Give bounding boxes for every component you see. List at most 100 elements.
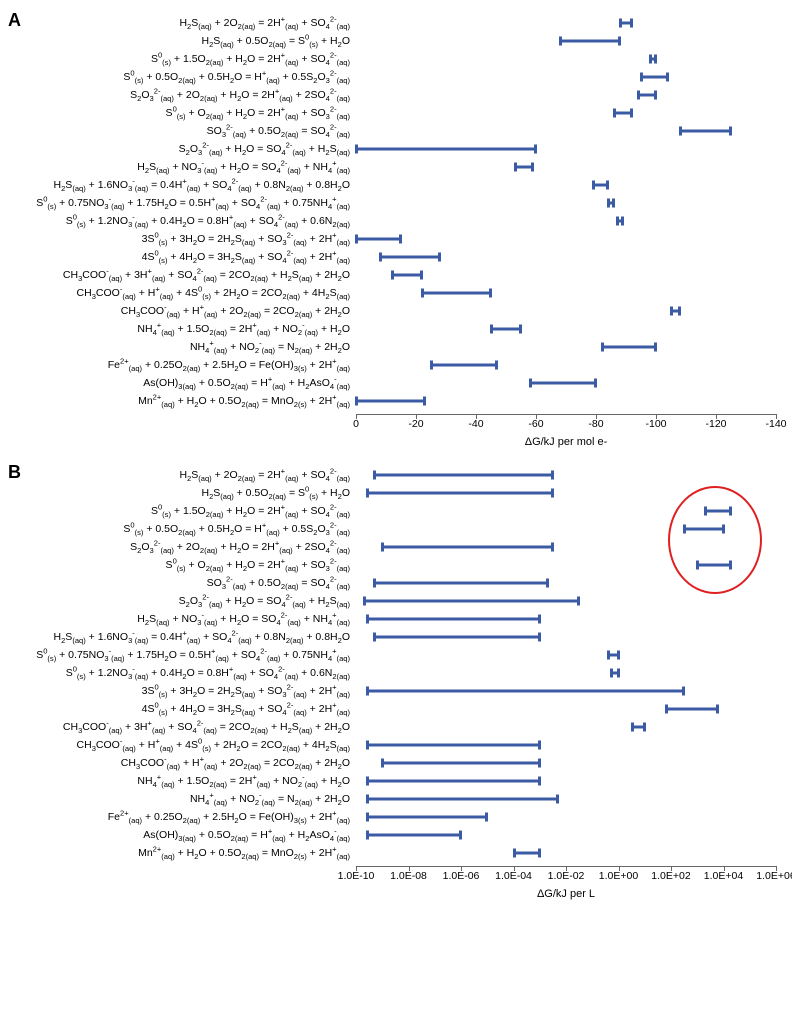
reaction-label: S2O32-(aq) + 2O2(aq) + H2O = 2H+(aq) + 2… (130, 541, 356, 553)
x-tick-label: 1.0E+02 (651, 870, 690, 882)
chart-row: NH4+(aq) + NO2-(aq) = N2(aq) + 2H2O (356, 338, 776, 356)
reaction-label: H2S(aq) + 0.5O2(aq) = S0(s) + H2O (201, 35, 356, 47)
chart-row: 4S0(s) + 4H2O = 3H2S(aq) + SO42-(aq) + 2… (356, 700, 776, 718)
range-bar (422, 292, 491, 295)
x-tick-label: 1.0E-10 (338, 870, 375, 882)
reaction-label: 3S0(s) + 3H2O = 2H2S(aq) + SO32-(aq) + 2… (142, 685, 356, 697)
reaction-label: S0(s) + 0.75NO3-(aq) + 1.75H2O = 0.5H+(a… (36, 649, 356, 661)
reaction-label: H2S(aq) + 2O2(aq) = 2H+(aq) + SO42-(aq) (179, 469, 356, 481)
range-bar (367, 798, 559, 801)
chart-row: 3S0(s) + 3H2O = 2H2S(aq) + SO32-(aq) + 2… (356, 682, 776, 700)
range-bar (491, 328, 521, 331)
chart-row: CH3COO-(aq) + H+(aq) + 2O2(aq) = 2CO2(aq… (356, 302, 776, 320)
reaction-label: S0(s) + O2(aq) + H2O = 2H+(aq) + SO32-(a… (166, 559, 356, 571)
reaction-label: S2O32-(aq) + 2O2(aq) + H2O = 2H+(aq) + 2… (130, 89, 356, 101)
chart-row: S0(s) + 0.5O2(aq) + 0.5H2O = H+(aq) + 0.… (356, 520, 776, 538)
range-bar (367, 744, 540, 747)
range-bar (380, 256, 440, 259)
chart-row: CH3COO-(aq) + H+(aq) + 4S0(s) + 2H2O = 2… (356, 284, 776, 302)
chart-row: As(OH)3(aq) + 0.5O2(aq) = H+(aq) + H2AsO… (356, 374, 776, 392)
range-bar (367, 816, 488, 819)
x-axis-title: ΔG/kJ per mol e- (356, 436, 776, 448)
reaction-label: S0(s) + O2(aq) + H2O = 2H+(aq) + SO32-(a… (166, 107, 356, 119)
range-bar (382, 762, 540, 765)
range-bar (671, 310, 680, 313)
range-bar (614, 112, 632, 115)
range-bar (593, 184, 608, 187)
panel-a-plot: H2S(aq) + 2O2(aq) = 2H+(aq) + SO42-(aq)H… (6, 12, 786, 454)
range-bar (367, 690, 685, 693)
reaction-label: NH4+(aq) + NO2-(aq) = N2(aq) + 2H2O (190, 793, 356, 805)
reaction-label: NH4+(aq) + NO2-(aq) = N2(aq) + 2H2O (190, 341, 356, 353)
reaction-label: S0(s) + 0.5O2(aq) + 0.5H2O = H+(aq) + 0.… (123, 71, 356, 83)
range-bar (650, 58, 656, 61)
reaction-label: CH3COO-(aq) + 3H+(aq) + SO42-(aq) = 2CO2… (63, 269, 356, 281)
chart-row: Mn2+(aq) + H2O + 0.5O2(aq) = MnO2(s) + 2… (356, 392, 776, 410)
chart-row: CH3COO-(aq) + H+(aq) + 2O2(aq) = 2CO2(aq… (356, 754, 776, 772)
range-bar (632, 726, 645, 729)
range-bar (367, 492, 553, 495)
range-bar (356, 238, 401, 241)
x-tick-label: 1.0E+04 (704, 870, 743, 882)
panel-a: A H2S(aq) + 2O2(aq) = 2H+(aq) + SO42-(aq… (6, 12, 786, 454)
reaction-label: H2S(aq) + 1.6NO3-(aq) = 0.4H+(aq) + SO42… (54, 179, 357, 191)
range-bar (392, 274, 422, 277)
reaction-label: CH3COO-(aq) + H+(aq) + 4S0(s) + 2H2O = 2… (77, 739, 356, 751)
reaction-label: Fe2+(aq) + 0.25O2(aq) + 2.5H2O = Fe(OH)3… (108, 811, 356, 823)
range-bar (374, 474, 553, 477)
chart-row: NH4+(aq) + 1.5O2(aq) = 2H+(aq) + NO2-(aq… (356, 320, 776, 338)
reaction-label: Fe2+(aq) + 0.25O2(aq) + 2.5H2O = Fe(OH)3… (108, 359, 356, 371)
chart-row: S2O32-(aq) + 2O2(aq) + H2O = 2H+(aq) + 2… (356, 538, 776, 556)
chart-row: S0(s) + 0.75NO3-(aq) + 1.75H2O = 0.5H+(a… (356, 194, 776, 212)
reaction-label: S0(s) + 1.2NO3-(aq) + 0.4H2O = 0.8H+(aq)… (66, 215, 356, 227)
range-bar (697, 564, 731, 567)
chart-row: H2S(aq) + 2O2(aq) = 2H+(aq) + SO42-(aq) (356, 14, 776, 32)
range-bar (666, 708, 719, 711)
reaction-label: 4S0(s) + 4H2O = 3H2S(aq) + SO42-(aq) + 2… (142, 251, 356, 263)
chart-row: As(OH)3(aq) + 0.5O2(aq) = H+(aq) + H2AsO… (356, 826, 776, 844)
x-tick-label: 1.0E+06 (756, 870, 792, 882)
range-bar (367, 834, 462, 837)
reaction-label: NH4+(aq) + 1.5O2(aq) = 2H+(aq) + NO2-(aq… (137, 323, 356, 335)
chart-row: S0(s) + 1.5O2(aq) + H2O = 2H+(aq) + SO42… (356, 50, 776, 68)
chart-row: Mn2+(aq) + H2O + 0.5O2(aq) = MnO2(s) + 2… (356, 844, 776, 862)
reaction-label: CH3COO-(aq) + H+(aq) + 4S0(s) + 2H2O = 2… (77, 287, 356, 299)
x-tick-label: 1.0E-02 (548, 870, 585, 882)
chart-row: H2S(aq) + NO3-(aq) + H2O = SO42-(aq) + N… (356, 610, 776, 628)
reaction-label: As(OH)3(aq) + 0.5O2(aq) = H+(aq) + H2AsO… (143, 377, 356, 389)
reaction-label: H2S(aq) + NO3-(aq) + H2O = SO42-(aq) + N… (137, 161, 356, 173)
range-bar (530, 382, 596, 385)
reaction-label: Mn2+(aq) + H2O + 0.5O2(aq) = MnO2(s) + 2… (138, 847, 356, 859)
range-bar (602, 346, 656, 349)
reaction-label: CH3COO-(aq) + 3H+(aq) + SO42-(aq) = 2CO2… (63, 721, 356, 733)
chart-row: S0(s) + 0.5O2(aq) + 0.5H2O = H+(aq) + 0.… (356, 68, 776, 86)
chart-row: CH3COO-(aq) + H+(aq) + 4S0(s) + 2H2O = 2… (356, 736, 776, 754)
chart-row: SO32-(aq) + 0.5O2(aq) = SO42-(aq) (356, 122, 776, 140)
x-tick-label: -120 (705, 418, 726, 430)
reaction-label: As(OH)3(aq) + 0.5O2(aq) = H+(aq) + H2AsO… (143, 829, 356, 841)
reaction-label: CH3COO-(aq) + H+(aq) + 2O2(aq) = 2CO2(aq… (121, 757, 356, 769)
chart-row: H2S(aq) + 1.6NO3-(aq) = 0.4H+(aq) + SO42… (356, 628, 776, 646)
chart-row: SO32-(aq) + 0.5O2(aq) = SO42-(aq) (356, 574, 776, 592)
reaction-label: S0(s) + 1.5O2(aq) + H2O = 2H+(aq) + SO42… (151, 53, 356, 65)
x-tick-label: -40 (468, 418, 483, 430)
x-tick-label: 1.0E-04 (495, 870, 532, 882)
range-bar (684, 528, 723, 531)
x-tick-label: 0 (353, 418, 359, 430)
reaction-label: H2S(aq) + 2O2(aq) = 2H+(aq) + SO42-(aq) (179, 17, 356, 29)
reaction-label: 4S0(s) + 4H2O = 3H2S(aq) + SO42-(aq) + 2… (142, 703, 356, 715)
chart-row: H2S(aq) + 0.5O2(aq) = S0(s) + H2O (356, 32, 776, 50)
chart-row: S2O32-(aq) + H2O = SO42-(aq) + H2S(aq) (356, 592, 776, 610)
chart-row: S0(s) + O2(aq) + H2O = 2H+(aq) + SO32-(a… (356, 104, 776, 122)
reaction-label: S0(s) + 1.2NO3-(aq) + 0.4H2O = 0.8H+(aq)… (66, 667, 356, 679)
range-bar (608, 654, 619, 657)
x-tick-label: -140 (765, 418, 786, 430)
range-bar (367, 780, 540, 783)
range-bar (514, 852, 540, 855)
reaction-label: CH3COO-(aq) + H+(aq) + 2O2(aq) = 2CO2(aq… (121, 305, 356, 317)
range-bar (515, 166, 533, 169)
x-tick-label: -80 (588, 418, 603, 430)
chart-row: S0(s) + O2(aq) + H2O = 2H+(aq) + SO32-(a… (356, 556, 776, 574)
reaction-label: Mn2+(aq) + H2O + 0.5O2(aq) = MnO2(s) + 2… (138, 395, 356, 407)
reaction-label: S0(s) + 1.5O2(aq) + H2O = 2H+(aq) + SO42… (151, 505, 356, 517)
